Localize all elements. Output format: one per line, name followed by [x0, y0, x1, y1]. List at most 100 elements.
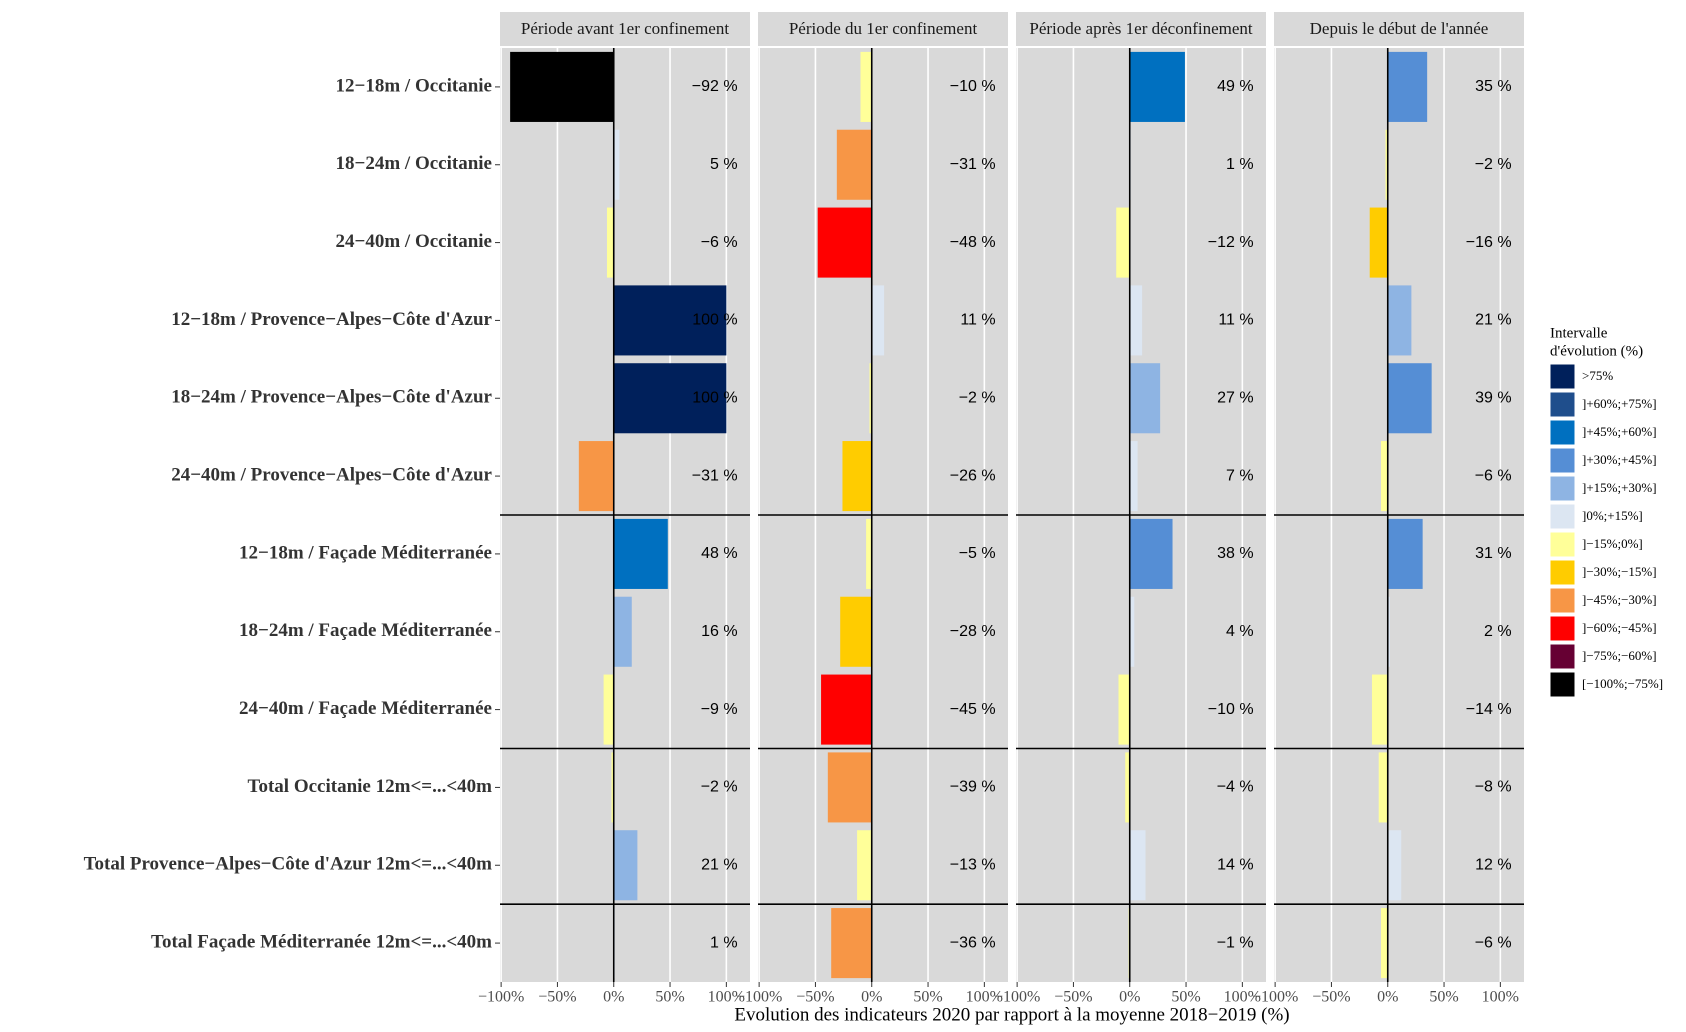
value-label: 27 %: [1217, 389, 1253, 406]
value-label: −26 %: [950, 467, 996, 484]
bar: [1387, 51, 1428, 122]
x-tick-label: 50%: [655, 989, 684, 1006]
bar: [578, 441, 614, 512]
legend-swatch: [1549, 419, 1576, 446]
x-tick-label: −100%: [994, 989, 1040, 1006]
value-label: 2 %: [1484, 623, 1512, 640]
x-tick-label: 0%: [603, 989, 624, 1006]
value-label: −16 %: [1466, 234, 1512, 251]
value-label: −28 %: [950, 623, 996, 640]
bar: [1387, 363, 1432, 434]
x-tick-label: 100%: [1224, 989, 1261, 1006]
legend-label: ]+30%;+45%]: [1582, 452, 1657, 467]
bar: [1118, 674, 1130, 745]
x-tick-label: −50%: [538, 989, 576, 1006]
facet-title: Période du 1er confinement: [789, 19, 978, 38]
bar: [1129, 830, 1146, 901]
bar: [1129, 51, 1185, 122]
value-label: 39 %: [1475, 389, 1511, 406]
bar: [613, 518, 668, 589]
bar: [1387, 518, 1423, 589]
value-label: −2 %: [1475, 156, 1512, 173]
category-label: 18−24m / Occitanie: [336, 153, 492, 174]
category-label: 24−40m / Façade Méditerranée: [239, 698, 492, 719]
value-label: −6 %: [701, 234, 738, 251]
bar: [821, 674, 872, 745]
bar: [817, 207, 872, 278]
bar: [603, 674, 614, 745]
facet-strip: [758, 12, 1008, 46]
value-label: −4 %: [1217, 779, 1254, 796]
bar: [857, 830, 872, 901]
value-label: 11 %: [1218, 312, 1253, 329]
bar: [1387, 285, 1412, 356]
legend-label: [−100%;−75%]: [1582, 676, 1663, 691]
value-label: 21 %: [701, 856, 737, 873]
value-label: 49 %: [1217, 78, 1253, 95]
value-label: 7 %: [1226, 467, 1254, 484]
value-label: 14 %: [1217, 856, 1253, 873]
category-label: Total Occitanie 12m<=...<40m: [248, 776, 493, 797]
x-tick-label: −100%: [478, 989, 524, 1006]
bar: [613, 285, 727, 356]
bar: [510, 51, 614, 122]
x-tick-label: −50%: [1054, 989, 1092, 1006]
x-tick-label: −50%: [1312, 989, 1350, 1006]
x-tick-label: 50%: [1171, 989, 1200, 1006]
bar: [831, 908, 872, 979]
value-label: −6 %: [1475, 934, 1512, 951]
category-label: Total Provence−Alpes−Côte d'Azur 12m<=..…: [84, 854, 493, 875]
legend-label: ]−30%;−15%]: [1582, 564, 1657, 579]
value-label: −5 %: [959, 545, 996, 562]
value-label: −36 %: [950, 934, 996, 951]
bar: [866, 518, 872, 589]
legend-label: ]+45%;+60%]: [1582, 424, 1657, 439]
value-label: −12 %: [1208, 234, 1254, 251]
value-label: 31 %: [1475, 545, 1511, 562]
bar: [1116, 207, 1130, 278]
value-label: −48 %: [950, 234, 996, 251]
bar: [1380, 441, 1388, 512]
legend-swatch: [1549, 615, 1576, 642]
legend-title: d'évolution (%): [1550, 343, 1643, 359]
bar: [613, 129, 620, 200]
category-label: 12−18m / Provence−Alpes−Côte d'Azur: [171, 309, 492, 330]
value-label: 1 %: [1226, 156, 1254, 173]
value-label: −10 %: [1208, 701, 1254, 718]
value-label: 48 %: [701, 545, 737, 562]
bar: [1129, 596, 1135, 667]
x-tick-label: −100%: [1252, 989, 1298, 1006]
category-label: Total Façade Méditerranée 12m<=...<40m: [151, 931, 492, 952]
value-label: −14 %: [1466, 701, 1512, 718]
x-tick-label: 100%: [708, 989, 745, 1006]
value-label: 100 %: [692, 312, 737, 329]
bar: [1129, 285, 1143, 356]
category-label: 18−24m / Façade Méditerranée: [239, 620, 492, 641]
value-label: −1 %: [1217, 934, 1254, 951]
bar: [1378, 752, 1388, 823]
category-label: 12−18m / Façade Méditerranée: [239, 542, 492, 563]
legend-label: ]−75%;−60%]: [1582, 648, 1657, 663]
bar: [869, 363, 872, 434]
bar: [1369, 207, 1388, 278]
facet-title: Période avant 1er confinement: [521, 19, 729, 38]
value-label: −6 %: [1475, 467, 1512, 484]
bar: [1129, 441, 1138, 512]
bar: [827, 752, 872, 823]
value-label: −45 %: [950, 701, 996, 718]
value-label: 1 %: [710, 934, 738, 951]
bar: [871, 285, 885, 356]
value-label: −31 %: [692, 467, 738, 484]
legend-swatch: [1549, 587, 1576, 614]
legend-swatch: [1549, 447, 1576, 474]
bar: [613, 363, 727, 434]
bar: [1380, 908, 1388, 979]
bar: [1387, 830, 1402, 901]
facet-title: Depuis le début de l'année: [1310, 19, 1489, 38]
legend-swatch: [1549, 643, 1576, 670]
bar: [836, 129, 872, 200]
x-tick-label: 0%: [861, 989, 882, 1006]
legend-swatch: [1549, 363, 1576, 390]
bar: [1387, 596, 1390, 667]
